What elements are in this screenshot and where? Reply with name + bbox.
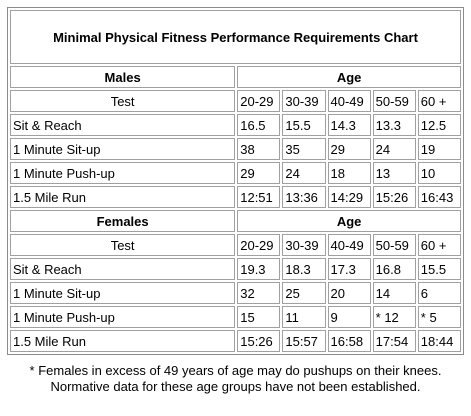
- females-age-header: Age: [237, 210, 461, 232]
- age-group-cell: 30-39: [282, 234, 326, 256]
- value-cell: 29: [237, 162, 281, 184]
- test-name-cell: 1.5 Mile Run: [10, 186, 236, 208]
- age-group-cell: 50-59: [372, 234, 416, 256]
- value-cell: 15: [237, 306, 281, 328]
- value-cell: 19: [417, 138, 461, 160]
- value-cell: 19.3: [237, 258, 281, 280]
- value-cell: 14: [372, 282, 416, 304]
- value-cell: 32: [237, 282, 281, 304]
- test-name-cell: 1 Minute Sit-up: [10, 282, 236, 304]
- value-cell: 24: [282, 162, 326, 184]
- age-group-cell: 40-49: [327, 234, 371, 256]
- value-cell: 14.3: [327, 114, 371, 136]
- value-cell: 18.3: [282, 258, 326, 280]
- value-cell: 18: [327, 162, 371, 184]
- age-group-cell: 60 +: [417, 234, 461, 256]
- test-name-cell: 1 Minute Push-up: [10, 306, 236, 328]
- footnote-line-1: * Females in excess of 49 years of age m…: [29, 363, 442, 378]
- table-row: 1 Minute Push-up 29 24 18 13 10: [10, 162, 461, 184]
- footnote-line-2: Normative data for these age groups have…: [50, 379, 421, 394]
- value-cell: 35: [282, 138, 326, 160]
- test-name-cell: 1 Minute Push-up: [10, 162, 236, 184]
- females-test-header: Test: [10, 234, 236, 256]
- test-name-cell: 1.5 Mile Run: [10, 330, 236, 352]
- value-cell: 13:36: [282, 186, 326, 208]
- males-age-groups-row: Test 20-29 30-39 40-49 50-59 60 +: [10, 90, 461, 112]
- test-name-cell: 1 Minute Sit-up: [10, 138, 236, 160]
- age-group-cell: 40-49: [327, 90, 371, 112]
- test-name-cell: Sit & Reach: [10, 114, 236, 136]
- table-row: 1.5 Mile Run 15:26 15:57 16:58 17:54 18:…: [10, 330, 461, 352]
- value-cell: 13.3: [372, 114, 416, 136]
- value-cell: 13: [372, 162, 416, 184]
- value-cell: 18:44: [417, 330, 461, 352]
- value-cell: 17:54: [372, 330, 416, 352]
- value-cell: 17.3: [327, 258, 371, 280]
- males-age-header: Age: [237, 66, 461, 88]
- value-cell: 15:26: [372, 186, 416, 208]
- age-group-cell: 50-59: [372, 90, 416, 112]
- males-section-header: Males: [10, 66, 236, 88]
- age-group-cell: 30-39: [282, 90, 326, 112]
- value-cell: 24: [372, 138, 416, 160]
- chart-title: Minimal Physical Fitness Performance Req…: [10, 10, 461, 64]
- value-cell: 9: [327, 306, 371, 328]
- males-test-header: Test: [10, 90, 236, 112]
- value-cell: 15.5: [417, 258, 461, 280]
- table-row: 1 Minute Sit-up 38 35 29 24 19: [10, 138, 461, 160]
- value-cell: 12:51: [237, 186, 281, 208]
- age-group-cell: 20-29: [237, 90, 281, 112]
- table-row: 1 Minute Push-up 15 11 9 * 12 * 5: [10, 306, 461, 328]
- value-cell: 14:29: [327, 186, 371, 208]
- value-cell: 12.5: [417, 114, 461, 136]
- table-row: Sit & Reach 19.3 18.3 17.3 16.8 15.5: [10, 258, 461, 280]
- value-cell: 16.8: [372, 258, 416, 280]
- table-row: Sit & Reach 16.5 15.5 14.3 13.3 12.5: [10, 114, 461, 136]
- value-cell: * 5: [417, 306, 461, 328]
- value-cell: * 12: [372, 306, 416, 328]
- test-name-cell: Sit & Reach: [10, 258, 236, 280]
- value-cell: 16:43: [417, 186, 461, 208]
- value-cell: 25: [282, 282, 326, 304]
- value-cell: 38: [237, 138, 281, 160]
- females-age-groups-row: Test 20-29 30-39 40-49 50-59 60 +: [10, 234, 461, 256]
- table-row: 1 Minute Sit-up 32 25 20 14 6: [10, 282, 461, 304]
- value-cell: 29: [327, 138, 371, 160]
- value-cell: 20: [327, 282, 371, 304]
- value-cell: 16:58: [327, 330, 371, 352]
- value-cell: 11: [282, 306, 326, 328]
- table-row: 1.5 Mile Run 12:51 13:36 14:29 15:26 16:…: [10, 186, 461, 208]
- value-cell: 15.5: [282, 114, 326, 136]
- age-group-cell: 20-29: [237, 234, 281, 256]
- value-cell: 16.5: [237, 114, 281, 136]
- females-section-header: Females: [10, 210, 236, 232]
- value-cell: 6: [417, 282, 461, 304]
- fitness-requirements-table: Minimal Physical Fitness Performance Req…: [7, 7, 464, 355]
- value-cell: 15:57: [282, 330, 326, 352]
- footnote: * Females in excess of 49 years of age m…: [7, 363, 464, 395]
- value-cell: 10: [417, 162, 461, 184]
- age-group-cell: 60 +: [417, 90, 461, 112]
- value-cell: 15:26: [237, 330, 281, 352]
